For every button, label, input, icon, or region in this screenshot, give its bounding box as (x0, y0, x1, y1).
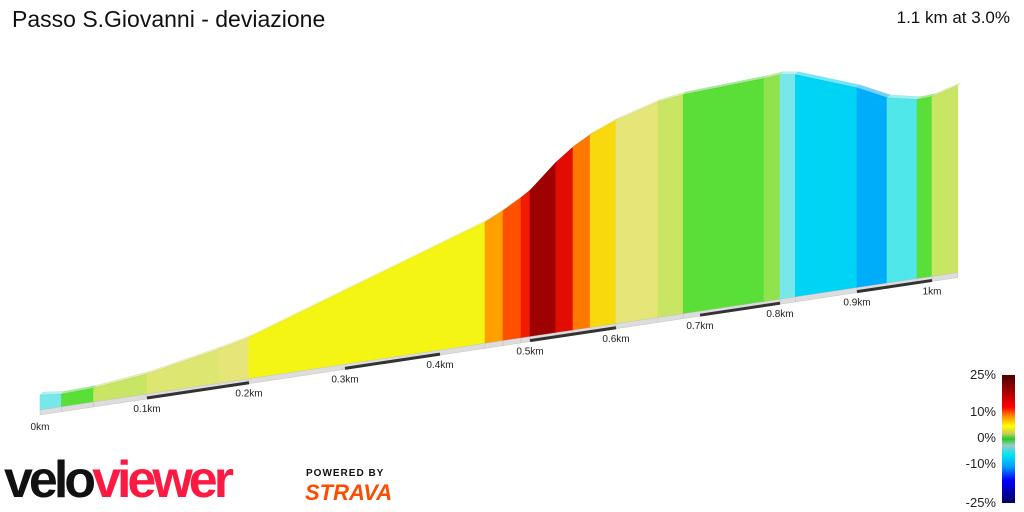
legend-label: -25% (965, 495, 996, 510)
km-band (699, 301, 781, 317)
gradient-segment (657, 94, 684, 318)
gradient-segment (856, 87, 888, 289)
x-tick-label: 0.1km (133, 404, 160, 415)
legend-label: 25% (969, 367, 996, 382)
x-tick-label: 0.8km (766, 309, 793, 320)
gradient-segment (779, 74, 796, 300)
x-tick-label: 1km (923, 286, 942, 297)
gradient-color-bar (1002, 375, 1015, 503)
x-tick-label: 0km (31, 422, 50, 433)
gradient-segment (886, 97, 918, 284)
legend-label: 0% (977, 430, 996, 445)
x-tick-label: 0.4km (426, 360, 453, 371)
powered-by-label: POWERED BY (306, 468, 385, 479)
legend-label: -10% (965, 456, 996, 471)
x-tick-label: 0.2km (235, 389, 262, 400)
x-tick-label: 0.6km (602, 334, 629, 345)
gradient-segment (615, 101, 659, 325)
gradient-segment (484, 210, 504, 344)
legend-label: 10% (969, 404, 996, 419)
km-band (529, 326, 617, 343)
segment-top-face (39, 390, 66, 396)
gradient-segment (931, 85, 959, 277)
segment-base-edge (931, 272, 958, 282)
veloviewer-logo: veloviewer (4, 451, 234, 509)
gradient-segment (589, 119, 617, 328)
strava-logo: STRAVA (305, 480, 393, 505)
segment-summary: 1.1 km at 3.0% (896, 8, 1010, 27)
gradient-segment (248, 221, 486, 380)
x-tick-label: 0.7km (686, 321, 713, 332)
gradient-segment (916, 96, 933, 280)
km-band (344, 352, 441, 370)
gradient-segment (572, 134, 591, 331)
gradient-segment (795, 74, 858, 298)
x-tick-label: 0.9km (843, 298, 870, 309)
gradient-segment (682, 78, 765, 315)
km-band (856, 278, 933, 294)
km-band (146, 381, 250, 400)
gradient-segment (763, 74, 781, 302)
segment-base-edge (520, 336, 531, 344)
gradient-segment (502, 197, 522, 342)
gradient-segment (555, 146, 574, 334)
x-tick-label: 0.5km (516, 347, 543, 358)
gradient-segment (520, 189, 531, 339)
gradient-segment (218, 337, 250, 384)
page-title: Passo S.Giovanni - deviazione (12, 6, 326, 32)
x-tick-label: 0.3km (331, 374, 358, 385)
segment-top-face (931, 82, 961, 97)
gradient-segment (529, 161, 557, 337)
